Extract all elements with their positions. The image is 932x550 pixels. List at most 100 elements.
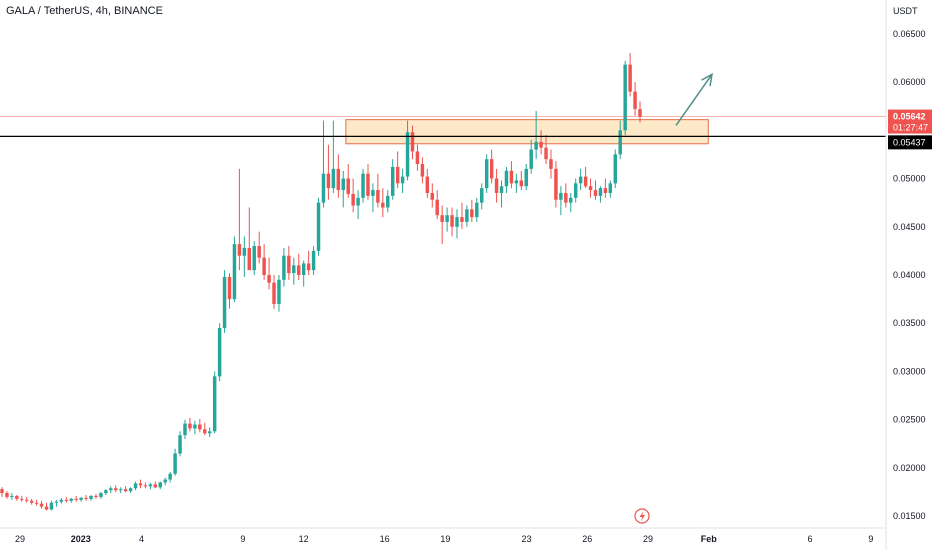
candle[interactable] [613, 149, 618, 189]
candle[interactable] [178, 431, 182, 457]
candle[interactable] [282, 247, 286, 287]
candle[interactable] [79, 496, 83, 502]
candle[interactable] [198, 418, 202, 433]
candle[interactable] [252, 241, 256, 275]
candle[interactable] [331, 120, 336, 193]
candle[interactable] [39, 500, 44, 509]
candle[interactable] [618, 120, 622, 160]
candle[interactable] [168, 471, 172, 483]
candle[interactable] [104, 489, 108, 495]
candle[interactable] [475, 197, 479, 222]
candle[interactable] [207, 427, 212, 438]
candle[interactable] [84, 495, 88, 501]
candle[interactable] [24, 496, 29, 503]
candle[interactable] [628, 53, 632, 97]
candle[interactable] [539, 130, 543, 155]
candle[interactable] [405, 120, 410, 181]
candle[interactable] [267, 257, 271, 290]
candle[interactable] [227, 273, 232, 309]
candle[interactable] [114, 485, 118, 493]
candle[interactable] [549, 149, 553, 179]
candle[interactable] [64, 496, 69, 503]
candle[interactable] [59, 497, 64, 504]
candle[interactable] [465, 205, 469, 227]
candle[interactable] [306, 250, 311, 275]
candle[interactable] [20, 495, 24, 502]
candle[interactable] [311, 246, 316, 275]
candle[interactable] [376, 173, 380, 208]
candle[interactable] [188, 417, 192, 432]
candle[interactable] [415, 144, 420, 171]
projection-arrow[interactable] [675, 72, 713, 126]
candle[interactable] [346, 164, 350, 198]
candle[interactable] [301, 260, 306, 287]
candle[interactable] [603, 178, 608, 198]
candle[interactable] [94, 494, 98, 499]
candle[interactable] [128, 487, 133, 494]
candle[interactable] [450, 207, 454, 237]
candle[interactable] [633, 82, 637, 116]
candle[interactable] [578, 168, 583, 191]
candle[interactable] [74, 495, 78, 502]
candle[interactable] [118, 487, 123, 494]
candle[interactable] [529, 139, 533, 174]
candle[interactable] [361, 168, 365, 203]
candle[interactable] [420, 157, 425, 184]
candle[interactable] [569, 192, 573, 213]
candle[interactable] [242, 236, 247, 277]
candle[interactable] [509, 161, 514, 189]
symbol-title[interactable]: GALA / TetherUS, 4h, BINANCE [6, 5, 163, 17]
candle[interactable] [593, 180, 598, 200]
candle[interactable] [153, 481, 158, 489]
resistance-zone[interactable] [345, 119, 709, 145]
candle[interactable] [158, 481, 162, 490]
candle[interactable] [277, 275, 281, 312]
candle[interactable] [554, 161, 558, 208]
candle[interactable] [326, 144, 331, 200]
candle[interactable] [638, 101, 642, 123]
candle[interactable] [489, 149, 494, 184]
candle[interactable] [400, 168, 405, 193]
lightning-icon[interactable] [634, 508, 650, 524]
candle[interactable] [183, 419, 187, 440]
candle[interactable] [287, 246, 291, 280]
plot-area[interactable] [0, 53, 886, 511]
candle[interactable] [470, 199, 474, 222]
candle[interactable] [89, 495, 93, 501]
candle[interactable] [237, 168, 242, 271]
candle[interactable] [519, 170, 524, 191]
candle[interactable] [138, 479, 143, 489]
candle[interactable] [109, 486, 113, 494]
candle[interactable] [455, 209, 459, 239]
candle[interactable] [504, 166, 509, 193]
candle[interactable] [564, 183, 568, 208]
candle[interactable] [262, 244, 266, 280]
price-axis[interactable]: USDT0.065000.060000.055000.050000.045000… [885, 0, 932, 550]
candle[interactable] [430, 183, 435, 208]
candle[interactable] [247, 207, 252, 271]
candle[interactable] [460, 202, 464, 229]
candle[interactable] [598, 186, 603, 203]
candle[interactable] [534, 110, 538, 160]
candle[interactable] [44, 502, 49, 511]
candle[interactable] [222, 270, 227, 333]
candle[interactable] [336, 154, 341, 198]
candle[interactable] [445, 207, 449, 232]
candle[interactable] [0, 487, 4, 497]
candle[interactable] [297, 253, 301, 280]
horizontal-line-badge[interactable]: 0.05437 [888, 135, 932, 150]
candle[interactable] [371, 183, 375, 213]
candle[interactable] [573, 178, 578, 203]
candle[interactable] [583, 166, 588, 189]
candle[interactable] [15, 495, 19, 501]
candle[interactable] [203, 422, 207, 436]
candle[interactable] [257, 231, 261, 264]
candle[interactable] [386, 190, 390, 213]
candle[interactable] [544, 135, 548, 165]
candle[interactable] [356, 190, 360, 220]
candle[interactable] [212, 371, 217, 434]
candle[interactable] [34, 499, 39, 506]
candle[interactable] [316, 197, 321, 256]
candle[interactable] [351, 178, 355, 213]
candle[interactable] [292, 257, 296, 285]
